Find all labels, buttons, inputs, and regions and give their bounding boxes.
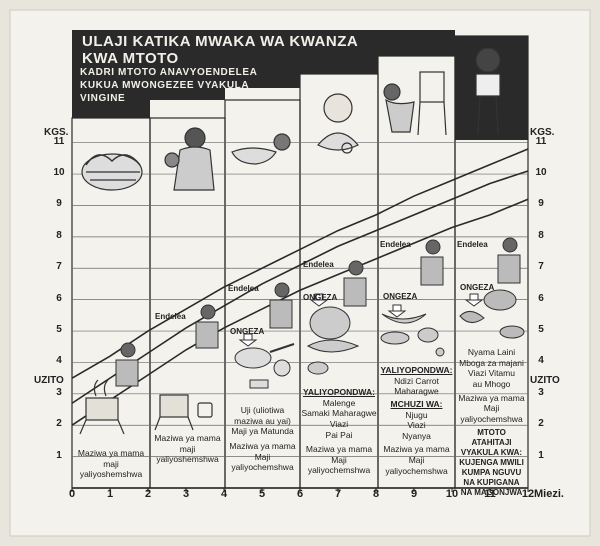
stage6-food-text: Nyama Laini Mboga za majani Viazi Vitamu au… xyxy=(458,347,525,498)
y-tick-label-right: 1 xyxy=(538,449,544,461)
growth-curve-3 xyxy=(71,198,529,426)
x-tick-label: 3 xyxy=(182,488,190,500)
x-tick-label: 10 xyxy=(445,488,459,500)
x-tick-label: 12 xyxy=(521,488,535,500)
baby-crawling-illustration xyxy=(231,133,291,165)
y-tick-label-left: 8 xyxy=(56,229,62,241)
x-tick-label: 6 xyxy=(296,488,304,500)
y-tick-label-right: 5 xyxy=(538,324,544,336)
y-axis-side-label-right: UZITO xyxy=(530,375,560,386)
stove-illustration-2 xyxy=(154,394,213,431)
ongeza-label-4: ONGEZA xyxy=(303,293,338,302)
stage3-food-text: Uji (uliotiwa maziwa au yai) Maji ya Matun… xyxy=(229,405,296,473)
y-tick-label-left: 10 xyxy=(53,167,65,179)
y-axis-side-label-left: UZITO xyxy=(34,375,64,386)
x-tick-label: 9 xyxy=(410,488,418,500)
x-tick-label: 1 xyxy=(106,488,114,500)
y-tick-label-left: 3 xyxy=(56,386,62,398)
y-tick-label-left: 2 xyxy=(56,418,62,430)
y-tick-label-right: 10 xyxy=(535,167,547,179)
meat-sweetpotato-illustration xyxy=(459,289,525,339)
y-tick-label-right: 7 xyxy=(538,261,544,273)
ongeza-label-6: ONGEZA xyxy=(460,283,495,292)
y-tick-label-right: 2 xyxy=(538,418,544,430)
y-tick-label-left: 5 xyxy=(56,324,62,336)
x-tick-label: 7 xyxy=(334,488,342,500)
pumpkin-fish-illustration xyxy=(306,306,360,375)
y-tick-label-left: 6 xyxy=(56,292,62,304)
ongeza-label-3: ONGEZA xyxy=(230,327,265,336)
endelea-label-2: Endelea xyxy=(155,312,186,321)
y-tick-label-right: 11 xyxy=(535,135,547,147)
baby-sitting-illustration xyxy=(317,93,359,154)
y-tick-label-left: 11 xyxy=(53,135,65,147)
y-axis-unit-left: KGS. xyxy=(44,127,69,138)
food-bowl-illustration xyxy=(234,343,295,389)
endelea-label-6: Endelea xyxy=(457,240,488,249)
growth-curve-1 xyxy=(71,148,529,379)
y-tick-label-right: 6 xyxy=(538,292,544,304)
x-tick-label: 11 xyxy=(484,488,496,500)
x-tick-label: 4 xyxy=(220,488,228,500)
stage4-food-text: YALIYOPONDWA: Malenge Samaki Maharagwe Via… xyxy=(301,387,377,476)
cooking-stove-illustration xyxy=(79,379,125,435)
y-axis-unit-right: KGS. xyxy=(530,127,555,138)
stage1-food-text: Maziwa ya mama maji yaliyoshemshwa xyxy=(77,448,145,480)
y-tick-label-right: 4 xyxy=(538,355,544,367)
x-tick-label: 2 xyxy=(144,488,152,500)
poster-subtitle: KADRI MTOTO ANAVYOENDELEA KUKUA MWONGEZE… xyxy=(80,67,258,104)
ongeza-label-5: ONGEZA xyxy=(383,292,418,301)
stage2-food-text: Maziwa ya mama maji yaliyoshemshwa xyxy=(154,433,221,465)
baby-basket-illustration xyxy=(81,153,143,191)
baby-standing-chair-illustration xyxy=(383,71,447,136)
mother-breastfeeding-illustration xyxy=(164,127,215,191)
x-tick-label: 5 xyxy=(258,488,266,500)
y-tick-label-right: 8 xyxy=(538,229,544,241)
y-tick-label-left: 9 xyxy=(56,198,62,210)
y-tick-label-left: 1 xyxy=(56,449,62,461)
stage5-food-text: YALIYOPONDWA: Ndizi Carrot Maharagwe MCHU… xyxy=(380,365,453,476)
mother-child-illustration-3 xyxy=(115,237,521,387)
growth-curve-2 xyxy=(71,170,529,404)
y-tick-label-left: 4 xyxy=(56,355,62,367)
poster-title: ULAJI KATIKA MWAKA WA KWANZA KWA MTOTO xyxy=(74,33,374,67)
endelea-label-5: Endelea xyxy=(380,240,411,249)
y-tick-label-right: 3 xyxy=(538,386,544,398)
x-tick-label: 0 xyxy=(68,488,76,500)
y-tick-label-right: 9 xyxy=(538,198,544,210)
child-standing-illustration xyxy=(475,47,501,135)
endelea-label-4: Endelea xyxy=(303,260,334,269)
x-tick-label: 8 xyxy=(372,488,380,500)
y-tick-label-left: 7 xyxy=(56,261,62,273)
x-axis-unit: Miezi. xyxy=(534,488,564,500)
arrows xyxy=(238,293,484,347)
banana-vegetables-illustration xyxy=(380,313,445,357)
endelea-label-3: Endelea xyxy=(228,284,259,293)
